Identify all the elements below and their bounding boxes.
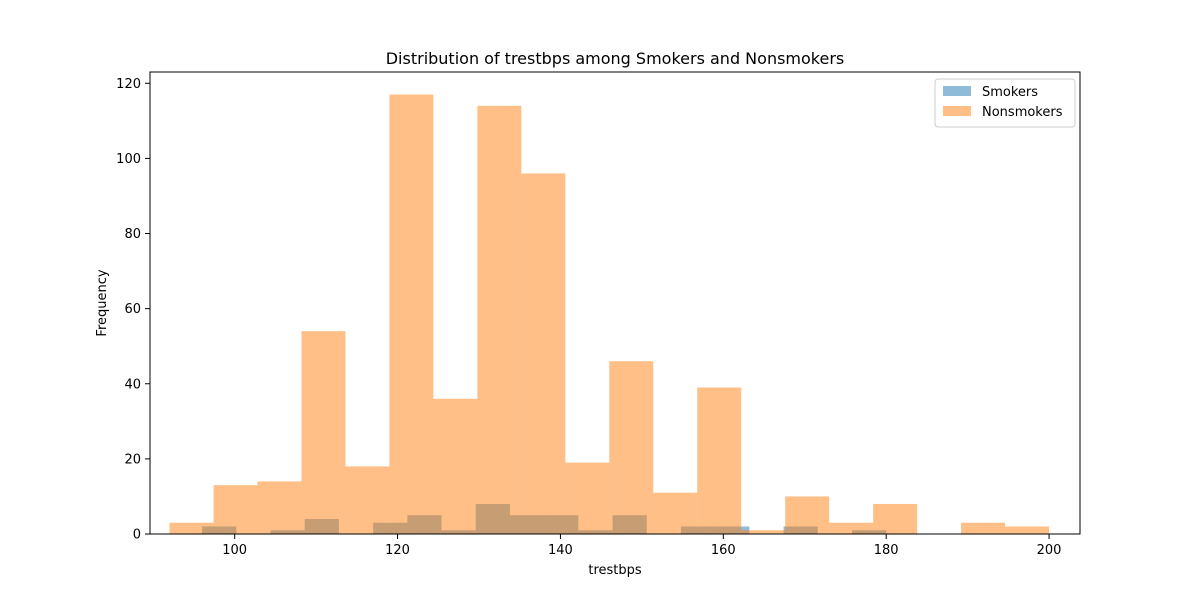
- legend-swatch-smokers: [943, 86, 971, 96]
- bar-nonsmokers-8: [521, 173, 566, 535]
- bar-nonsmokers-15: [829, 522, 874, 534]
- bar-nonsmokers-12: [697, 387, 742, 534]
- bars-layer: [169, 94, 1050, 535]
- legend-label-smokers: Smokers: [982, 85, 1038, 100]
- bar-nonsmokers-16: [873, 503, 918, 534]
- bar-nonsmokers-18: [961, 522, 1006, 534]
- x-tick-label: 120: [385, 543, 410, 558]
- bar-nonsmokers-6: [433, 398, 478, 534]
- x-tick-label: 100: [222, 543, 247, 558]
- y-tick-label: 0: [133, 528, 141, 543]
- y-tick-label: 80: [124, 227, 141, 242]
- chart-title: Distribution of trestbps among Smokers a…: [386, 49, 845, 68]
- y-tick-label: 120: [116, 77, 141, 92]
- y-tick-label: 60: [124, 302, 141, 317]
- plot-frame: [149, 71, 1081, 535]
- y-tick-label: 20: [124, 452, 141, 467]
- x-axis: 100 120 140 160 180 200: [222, 534, 1061, 558]
- x-tick-label: 140: [548, 543, 573, 558]
- y-axis: 0 20 40 60 80 100 120: [116, 77, 150, 543]
- bar-nonsmokers-14: [785, 496, 830, 534]
- bar-nonsmokers-19: [1005, 526, 1050, 534]
- x-tick-label: 200: [1037, 543, 1062, 558]
- x-axis-label: trestbps: [588, 563, 642, 578]
- bar-nonsmokers-10: [609, 361, 654, 534]
- x-tick-label: 180: [874, 543, 899, 558]
- bar-nonsmokers-3: [301, 331, 346, 534]
- y-tick-label: 100: [116, 152, 141, 167]
- bar-nonsmokers-7: [477, 105, 522, 535]
- bar-nonsmokers-9: [565, 462, 610, 534]
- bar-nonsmokers-13: [741, 530, 786, 534]
- bar-nonsmokers-2: [257, 481, 302, 534]
- legend: Smokers Nonsmokers: [934, 78, 1076, 128]
- y-tick-label: 40: [124, 377, 141, 392]
- x-tick-label: 160: [711, 543, 736, 558]
- legend-label-nonsmokers: Nonsmokers: [982, 105, 1063, 120]
- bar-nonsmokers-0: [169, 522, 214, 534]
- legend-swatch-nonsmokers: [943, 106, 971, 116]
- y-axis-label: Frequency: [95, 269, 110, 336]
- bar-nonsmokers-4: [345, 466, 390, 534]
- bar-nonsmokers-11: [653, 492, 698, 534]
- bar-nonsmokers-1: [213, 485, 258, 534]
- bar-nonsmokers-5: [389, 94, 434, 534]
